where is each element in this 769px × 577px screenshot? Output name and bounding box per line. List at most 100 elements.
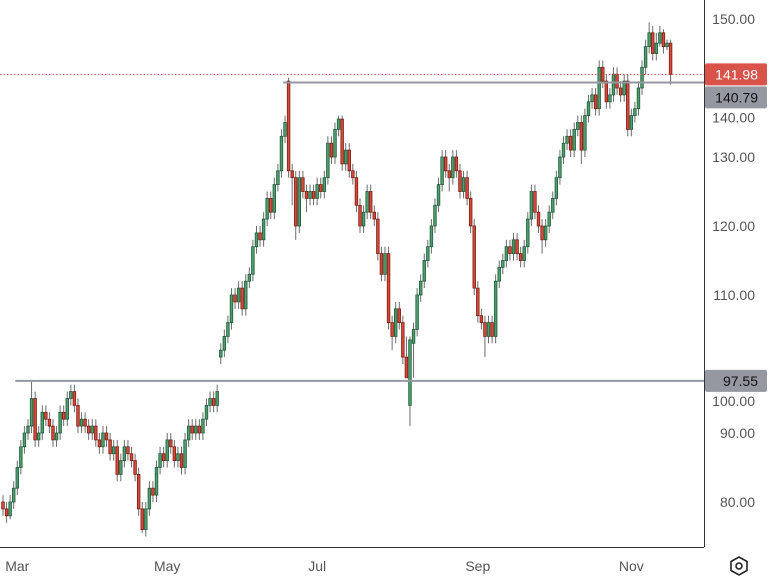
candle-up	[111, 439, 116, 461]
price-axis[interactable]: 150.00 140.00 130.00 120.00 110.00 100.00 90.0…	[712, 11, 755, 510]
candle-body	[86, 425, 91, 434]
candle-body	[65, 398, 69, 420]
candle-body	[197, 425, 202, 434]
candle-body	[643, 46, 648, 68]
candle-up	[186, 419, 191, 447]
candle-up	[183, 433, 187, 475]
candle-up	[315, 177, 319, 206]
last-price-label-text: 141.98	[715, 66, 758, 82]
candle-body	[411, 329, 416, 344]
candle-body	[297, 177, 302, 227]
candle-body	[97, 439, 102, 448]
candle-up	[565, 129, 569, 151]
candle-body	[490, 322, 494, 337]
candle-body	[279, 135, 284, 172]
candle-body	[83, 418, 87, 427]
candle-body	[629, 115, 634, 130]
candle-up	[429, 219, 434, 254]
candle-body	[468, 197, 473, 227]
candle-body	[422, 260, 426, 282]
candle-body	[322, 177, 326, 192]
candle-down	[94, 419, 98, 447]
candle-up	[526, 212, 530, 254]
candle-down	[290, 163, 294, 206]
candle-down	[386, 246, 391, 330]
candle-body	[101, 432, 105, 448]
candle-up	[451, 150, 455, 185]
candle-body	[568, 135, 573, 151]
candle-body	[15, 467, 19, 489]
candle-body	[8, 501, 12, 517]
candle-body	[51, 425, 55, 441]
candle-up	[583, 108, 587, 157]
candle-up	[90, 419, 94, 440]
candle-down	[379, 246, 384, 282]
candle-body	[61, 411, 66, 420]
candle-body	[536, 211, 541, 227]
candle-up	[461, 170, 466, 199]
time-axis[interactable]: Mar May Jul Sep Nov	[5, 558, 644, 574]
candle-body	[554, 177, 559, 199]
candle-down	[319, 177, 323, 199]
candle-body	[361, 211, 366, 227]
candle-up	[422, 253, 426, 289]
candle-body	[426, 246, 430, 261]
candle-body	[443, 156, 448, 172]
candle-down	[197, 419, 202, 440]
candle-body	[515, 239, 519, 255]
candle-body	[229, 294, 234, 324]
candle-body	[626, 80, 630, 130]
candle-up	[647, 22, 651, 54]
candle-down	[568, 129, 573, 157]
candle-down	[1, 495, 5, 516]
candle-up	[251, 239, 255, 282]
candle-up	[597, 60, 601, 116]
candle-body	[144, 508, 148, 530]
candle-body	[508, 246, 512, 254]
candle-down	[47, 412, 52, 433]
candle-down	[618, 81, 623, 102]
candle-up	[297, 170, 302, 233]
candle-up	[308, 184, 312, 206]
candle-body	[479, 315, 484, 324]
candle-body	[647, 32, 651, 47]
candle-body	[1, 501, 5, 510]
y-tick-label: 110.00	[713, 287, 755, 303]
candle-up	[633, 101, 637, 123]
candle-up	[411, 322, 416, 378]
candle-up	[69, 384, 73, 406]
candle-up	[226, 315, 230, 344]
candle-body	[183, 439, 187, 468]
candle-body	[251, 246, 255, 275]
candle-up	[144, 502, 148, 537]
candle-body	[226, 322, 230, 337]
candle-body	[129, 453, 134, 462]
candle-down	[83, 412, 87, 433]
candle-down	[369, 184, 373, 220]
candle-body	[622, 80, 626, 96]
candle-body	[390, 322, 394, 337]
settings-button[interactable]	[728, 555, 750, 577]
candle-body	[208, 398, 212, 406]
candle-body	[286, 80, 291, 172]
candle-up	[29, 381, 34, 433]
candle-down	[133, 453, 137, 482]
candle-body	[654, 42, 659, 54]
candle-down	[358, 198, 362, 233]
candle-body	[133, 460, 137, 475]
candle-down	[615, 67, 619, 95]
level-price-label-text: 97.55	[723, 373, 758, 389]
candle-body	[558, 156, 562, 179]
candle-body	[401, 322, 405, 358]
candle-body	[258, 232, 262, 241]
candle-body	[372, 211, 376, 220]
candle-body	[543, 225, 548, 241]
candle-up	[522, 239, 526, 268]
candle-down	[540, 219, 544, 254]
candle-down	[508, 239, 512, 261]
candle-body	[151, 487, 155, 496]
candle-up	[236, 281, 241, 309]
candle-body	[397, 308, 401, 323]
candle-down	[108, 433, 112, 461]
